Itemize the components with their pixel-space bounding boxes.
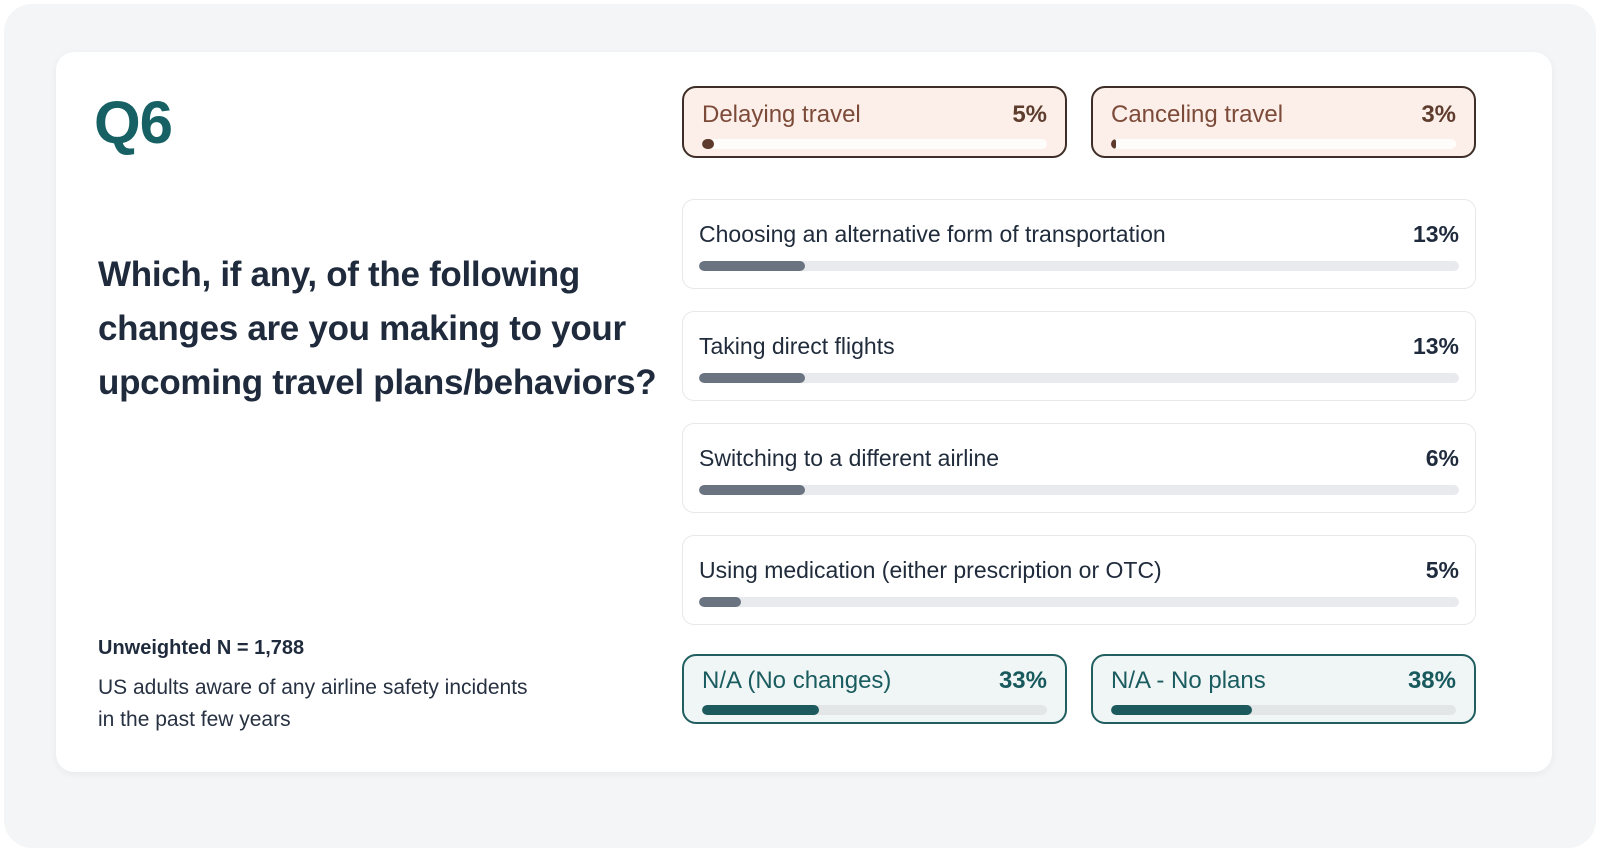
bar-track bbox=[1111, 705, 1456, 715]
bar-percent: 6% bbox=[1425, 445, 1459, 471]
highlight-card-delaying-travel: Delaying travel 5% bbox=[682, 86, 1067, 158]
highlight-bottom-row: N/A (No changes) 33% N/A - No plans 38% bbox=[682, 654, 1476, 724]
bar-track bbox=[699, 261, 1459, 271]
highlight-label: Canceling travel bbox=[1111, 101, 1284, 128]
bar-label: Using medication (either prescription or… bbox=[699, 557, 1162, 583]
sample-size: Unweighted N = 1,788 bbox=[98, 637, 305, 659]
bar-fill bbox=[1111, 139, 1117, 149]
bar-fill bbox=[1111, 705, 1253, 715]
highlight-percent: 33% bbox=[998, 667, 1047, 694]
bar-track bbox=[1111, 139, 1456, 149]
bar-row-direct-flights: Taking direct flights 13% bbox=[682, 311, 1476, 401]
bar-track bbox=[699, 485, 1459, 495]
bar-track bbox=[699, 373, 1459, 383]
question-id: Q6 bbox=[94, 89, 173, 156]
bar-track bbox=[699, 597, 1459, 607]
bar-fill bbox=[702, 705, 820, 715]
bar-row-using-medication: Using medication (either prescription or… bbox=[682, 535, 1476, 625]
bar-percent: 5% bbox=[1425, 557, 1459, 583]
bar-label: Choosing an alternative form of transpor… bbox=[699, 221, 1166, 247]
bar-row-alternative-transportation: Choosing an alternative form of transpor… bbox=[682, 199, 1476, 289]
bar-label: Switching to a different airline bbox=[699, 445, 1000, 471]
bar-fill bbox=[699, 485, 806, 495]
results-column: Delaying travel 5% Canceling travel 3% bbox=[682, 52, 1476, 772]
bar-percent: 13% bbox=[1412, 333, 1459, 359]
bar-track bbox=[702, 139, 1047, 149]
bar-track bbox=[702, 705, 1047, 715]
survey-card: Q6 Which, if any, of the following chang… bbox=[56, 52, 1552, 772]
highlight-label: N/A (No changes) bbox=[702, 667, 892, 694]
highlight-card-no-changes: N/A (No changes) 33% bbox=[682, 654, 1067, 724]
population-note: US adults aware of any airline safety in… bbox=[98, 676, 528, 731]
bar-label: Taking direct flights bbox=[699, 333, 895, 359]
bar-percent: 13% bbox=[1412, 221, 1459, 247]
highlight-card-no-plans: N/A - No plans 38% bbox=[1091, 654, 1476, 724]
page-background: Q6 Which, if any, of the following chang… bbox=[4, 4, 1596, 848]
highlight-top-row: Delaying travel 5% Canceling travel 3% bbox=[682, 86, 1476, 158]
highlight-percent: 3% bbox=[1421, 101, 1456, 128]
bar-fill bbox=[702, 139, 715, 149]
bar-fill bbox=[699, 373, 806, 383]
highlight-label: N/A - No plans bbox=[1111, 667, 1266, 694]
question-text: Which, if any, of the following changes … bbox=[98, 255, 657, 402]
highlight-percent: 5% bbox=[1012, 101, 1047, 128]
bar-fill bbox=[699, 261, 806, 271]
highlight-card-canceling-travel: Canceling travel 3% bbox=[1091, 86, 1476, 158]
bar-fill bbox=[699, 597, 741, 607]
bar-row-different-airline: Switching to a different airline 6% bbox=[682, 423, 1476, 513]
highlight-label: Delaying travel bbox=[702, 101, 861, 128]
highlight-percent: 38% bbox=[1407, 667, 1456, 694]
